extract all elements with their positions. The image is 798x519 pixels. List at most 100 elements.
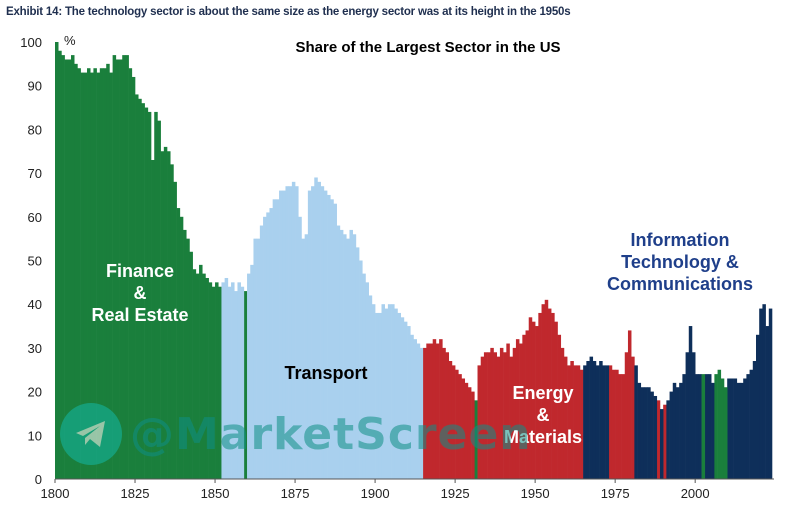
bar-3-2001: [698, 374, 702, 479]
bar-0-1808: [80, 72, 85, 479]
bar-1-1905: [391, 304, 395, 479]
bar-2-1974: [611, 369, 616, 479]
bar-2-1917: [429, 343, 433, 479]
bar-3-1982: [637, 382, 642, 479]
sector-labels-group: Finance & Real Estate Transport Energy & Mater…: [91, 230, 753, 447]
bar-3-2010: [727, 378, 731, 479]
bar-3-2023: [768, 308, 773, 479]
bar-1-1861: [250, 264, 254, 479]
bar-2-1957: [557, 334, 562, 479]
x-tick-label: 1825: [121, 486, 150, 501]
bar-1-1885: [327, 194, 331, 479]
bar-1-1891: [346, 238, 350, 479]
bar-0-1931: [474, 400, 478, 479]
bar-2-1928: [464, 382, 469, 479]
bar-1-1858: [240, 286, 245, 479]
bar-0-1802: [61, 55, 65, 480]
bar-2-1916: [426, 343, 430, 479]
bar-2-1923: [448, 361, 453, 479]
bar-0-1824: [131, 76, 136, 480]
y-tick-label: 40: [28, 297, 42, 312]
y-tick-label: 20: [28, 385, 42, 400]
bar-1-1855: [231, 282, 235, 479]
y-tick-label: 10: [28, 428, 42, 443]
bar-1-1895: [359, 260, 363, 479]
bar-1-1878: [304, 234, 309, 479]
bar-0-1835: [167, 151, 171, 479]
bar-2-1920: [439, 339, 443, 479]
bar-1-1908: [400, 317, 405, 479]
axes-group: 1800 1825 1850 1875 1900 1925 1950 1975 2000 0 10 2…: [20, 35, 774, 501]
bar-3-1993: [672, 382, 677, 479]
bar-0-1820: [119, 59, 123, 479]
bar-0-1800: [55, 42, 59, 479]
x-tick-label: 1925: [441, 486, 470, 501]
bar-3-2011: [730, 378, 734, 479]
bars-group: [55, 42, 773, 480]
y-tick-label: 80: [28, 122, 42, 137]
bar-2-1943: [512, 347, 517, 479]
bar-1-1888: [336, 225, 341, 479]
bar-3-2004: [707, 374, 712, 479]
bar-1-1879: [307, 190, 312, 479]
bar-2-1955: [551, 312, 555, 479]
bar-0-1823: [128, 68, 133, 479]
bar-2-1953: [544, 299, 549, 479]
bar-0-1813: [96, 72, 101, 479]
bar-3-2000: [695, 374, 699, 479]
bar-2-1980: [631, 356, 635, 479]
bar-1-1892: [349, 229, 353, 479]
bar-3-2018: [752, 361, 757, 479]
bar-3-1984: [643, 387, 648, 479]
bar-3-1969: [595, 365, 600, 479]
y-tick-label: 30: [28, 341, 42, 356]
bar-0-1815: [103, 68, 107, 479]
bar-2-1925: [455, 369, 459, 479]
bar-0-1831: [154, 111, 158, 480]
bar-0-1818: [112, 55, 117, 480]
bar-0-1829: [147, 111, 152, 480]
bar-0-1838: [176, 208, 181, 479]
bar-3-1989: [659, 409, 664, 479]
bar-1-1869: [275, 199, 280, 479]
bar-1-1857: [237, 282, 241, 479]
bar-2-1976: [618, 374, 622, 479]
bar-1-1907: [397, 312, 401, 479]
bar-2-1959: [563, 356, 568, 479]
bar-1-1863: [256, 238, 261, 479]
bar-4-2007: [717, 369, 722, 479]
bar-1-1883: [320, 186, 325, 479]
bar-2-1924: [451, 365, 456, 479]
bar-1-1894: [355, 247, 360, 479]
bar-0-1841: [186, 238, 190, 479]
bar-1-1900: [375, 312, 379, 479]
bar-2-1973: [608, 365, 613, 479]
bar-3-1985: [647, 387, 651, 479]
telegram-icon: [60, 403, 122, 465]
x-tick-label: 1800: [41, 486, 70, 501]
bar-1-1854: [227, 286, 232, 479]
bar-1-1876: [298, 216, 302, 480]
bar-2-1926: [458, 374, 462, 479]
bar-3-1994: [675, 387, 680, 479]
bar-1-1884: [323, 190, 328, 479]
x-tick-label: 1850: [201, 486, 230, 501]
bar-0-1844: [195, 273, 200, 479]
bar-3-2016: [746, 374, 750, 479]
bar-1-1896: [362, 273, 366, 479]
bar-1-1889: [339, 229, 344, 479]
bar-3-1987: [653, 395, 658, 479]
bar-3-2017: [749, 369, 754, 479]
sector-label-3: Information Technology & Communications: [607, 230, 753, 294]
bar-1-1898: [368, 295, 373, 479]
bar-1-1870: [279, 190, 283, 479]
bar-2-1952: [541, 304, 546, 479]
bar-0-1833: [160, 151, 165, 479]
bar-2-1929: [467, 387, 472, 479]
bar-0-1840: [183, 229, 187, 479]
bar-3-2012: [733, 378, 738, 479]
bar-0-1832: [157, 120, 161, 479]
bar-1-1890: [343, 234, 347, 479]
chart-title: Share of the Largest Sector in the US: [295, 39, 560, 56]
